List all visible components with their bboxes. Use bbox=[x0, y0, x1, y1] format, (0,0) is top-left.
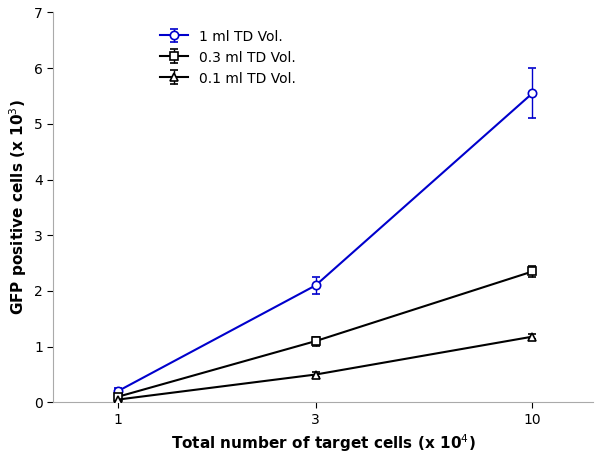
Y-axis label: GFP positive cells (x 10$^3$): GFP positive cells (x 10$^3$) bbox=[7, 100, 29, 315]
Legend: 1 ml TD Vol., 0.3 ml TD Vol., 0.1 ml TD Vol.: 1 ml TD Vol., 0.3 ml TD Vol., 0.1 ml TD … bbox=[158, 27, 299, 89]
X-axis label: Total number of target cells (x 10$^4$): Total number of target cells (x 10$^4$) bbox=[171, 432, 476, 454]
